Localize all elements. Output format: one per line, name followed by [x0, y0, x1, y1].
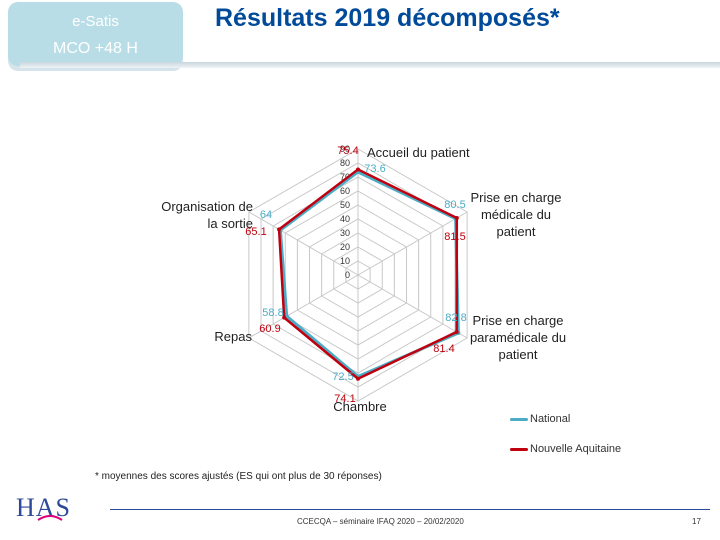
- series-1-point-2: [454, 329, 459, 334]
- grid-spoke-1: [357, 211, 468, 276]
- footer-divider: [110, 509, 710, 510]
- legend-swatch-nouvelle-aquitaine: [510, 448, 528, 451]
- series-1-point-4: [282, 315, 287, 320]
- legend-label-national: National: [530, 413, 571, 425]
- grid-spoke-4: [248, 274, 359, 339]
- axis-label-0: Accueil du patient: [367, 145, 470, 160]
- data-label-0-3: 72.5: [332, 371, 353, 383]
- tick-label-20: 20: [340, 242, 350, 252]
- grid-spoke-5: [248, 211, 359, 276]
- data-label-0-1: 80.5: [444, 199, 465, 211]
- legend-swatch-national: [510, 418, 528, 421]
- has-logo: HAS: [16, 493, 70, 522]
- axis-labels: Accueil du patient Prise en charge médical…: [161, 145, 566, 414]
- data-label-0-4: 58.8: [262, 307, 283, 319]
- tick-label-50: 50: [340, 200, 350, 210]
- page-number: 17: [692, 517, 701, 526]
- data-label-0-2: 82.8: [445, 312, 466, 324]
- series-line-1: [277, 168, 459, 380]
- data-label-1-4: 60.9: [259, 323, 280, 335]
- title-divider: [20, 62, 720, 68]
- data-labels: 73.6 80.5 82.8 72.5 58.8 64 75.4 81.5 81.4 74.1 60…: [245, 145, 466, 405]
- series-line-0: [278, 170, 460, 378]
- radar-chart: 0 10 20 30 40 50 60 70 80 90 Accueil du patient Pr…: [161, 144, 566, 414]
- data-label-0-0: 73.6: [364, 163, 385, 175]
- series-1-point-5: [277, 227, 282, 232]
- radar-grid: [248, 148, 468, 402]
- tick-label-30: 30: [340, 228, 350, 238]
- axis-label-3: Chambre: [333, 399, 386, 414]
- series-1-point-3: [356, 376, 360, 381]
- series-1-point-1: [454, 215, 459, 220]
- tick-label-40: 40: [340, 214, 350, 224]
- data-label-1-3: 74.1: [334, 393, 355, 405]
- series-1-point-0: [356, 167, 360, 172]
- legend-label-nouvelle-aquitaine: Nouvelle Aquitaine: [530, 443, 622, 455]
- grid-spoke-2: [357, 274, 468, 339]
- tick-label-0: 0: [345, 270, 350, 280]
- data-label-1-5: 65.1: [245, 226, 266, 238]
- tick-label-90: 90: [340, 144, 350, 154]
- axis-label-4: Repas: [214, 329, 252, 344]
- axis-label-2: Prise en charge paramédicale du patient: [470, 313, 566, 362]
- tick-label-80: 80: [340, 158, 350, 168]
- tick-label-70: 70: [340, 172, 350, 182]
- footnote: * moyennes des scores ajustés (ES qui on…: [95, 471, 382, 482]
- data-label-1-1: 81.5: [444, 231, 465, 243]
- radial-tick-labels: 0 10 20 30 40 50 60 70 80 90: [340, 144, 350, 280]
- radar-series: [277, 167, 461, 381]
- data-label-1-0: 75.4: [337, 145, 358, 157]
- tick-label-60: 60: [340, 186, 350, 196]
- badge-line-1: e-Satis: [72, 13, 119, 30]
- slide-title: Résultats 2019 décomposés*: [215, 4, 560, 32]
- axis-label-5: Organisation de la sortie: [161, 199, 253, 231]
- data-label-1-2: 81.4: [433, 343, 454, 355]
- tick-label-10: 10: [340, 256, 350, 266]
- badge-line-2: MCO +48 H: [53, 40, 138, 57]
- context-badge: e-Satis MCO +48 H: [8, 2, 183, 66]
- footer-event: CCECQA – séminaire IFAQ 2020 – 20/02/202…: [297, 517, 464, 526]
- data-label-0-5: 64: [260, 209, 272, 221]
- axis-label-1: Prise en charge médicale du patient: [470, 190, 561, 239]
